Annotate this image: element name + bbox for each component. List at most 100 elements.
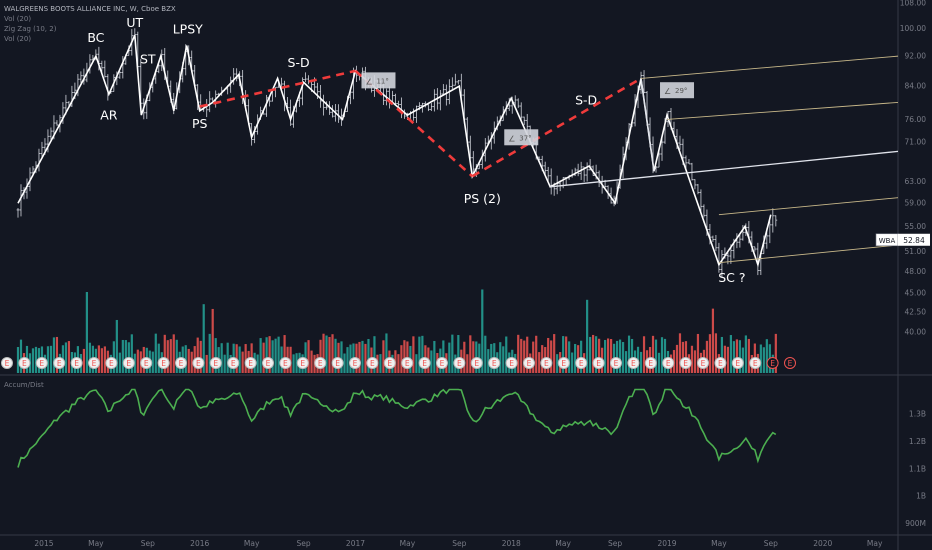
earnings-circle [383,357,396,369]
time-tick-label: May [244,539,260,548]
earnings-letter: E [161,359,166,368]
volume-bar [693,350,697,373]
volume-bar [675,344,679,373]
earnings-marker: E [192,357,205,369]
earnings-circle [436,357,448,369]
earnings-marker: E [18,357,31,369]
volume-bar [382,340,385,373]
price-bar [325,101,328,110]
earnings-marker: E [592,357,605,369]
earnings-circle [749,357,762,369]
volume-bar [433,340,436,373]
price-bar [699,189,703,212]
volume-bar [199,340,202,373]
price-bar [642,70,646,94]
price-bar [543,161,547,176]
annotation-label: S-D [288,55,310,70]
volume-bar [190,351,193,373]
earnings-circle [610,357,622,369]
price-bar [453,73,457,86]
volume-bar [565,336,568,373]
volume-bar [16,347,20,373]
volume-bar [19,339,23,373]
price-bar [741,224,745,241]
angle-label: ∠ 29° [660,82,695,99]
price-tick-label: 51.00 [905,247,927,256]
price-tick-label: 40.00 [905,327,927,336]
volume-bar [49,345,53,373]
earnings-circle [488,357,501,369]
time-tick-label: Sep [452,539,466,548]
earnings-letter: E [179,359,184,368]
volume-bar [678,333,682,373]
volume-bar [451,334,454,373]
price-bar [444,84,448,106]
price-bar [49,127,53,141]
earnings-letter: E [335,359,340,368]
earnings-circle [140,357,153,369]
earnings-letter: E [753,359,758,368]
earnings-circle [470,357,483,369]
earnings-letter: E [701,359,706,368]
price-bar [426,103,430,112]
volume-bar [732,341,735,373]
time-tick-label: Sep [764,539,778,548]
time-tick-label: May [88,539,104,548]
volume-bar [163,334,166,373]
volume-bar [466,354,469,373]
volume-bar [277,336,280,373]
earnings-circle [627,357,640,369]
earnings-circle [279,357,292,369]
volume-bar [97,345,100,373]
earnings-marker: E [662,357,675,369]
earnings-letter: E [74,359,79,368]
volume-bar [550,340,553,373]
earnings-marker: E [53,357,66,369]
volume-bar [241,351,244,373]
volume-bar [334,338,337,373]
price-bar [304,72,307,83]
earnings-circle [644,357,657,369]
volume-bar [571,352,574,373]
price-bar [235,68,239,82]
earnings-marker: E [296,357,309,369]
earnings-marker: E [714,357,727,369]
price-bar [720,249,724,277]
volume-bar [205,354,208,373]
price-bar [771,208,775,233]
earnings-marker: E [209,357,222,369]
earnings-circle [314,357,327,369]
volume-bar [88,342,91,373]
time-tick-label: 2018 [502,539,521,548]
earnings-marker: E [227,357,240,369]
price-bar [414,105,418,123]
earnings-letter: E [648,359,653,368]
annotation-label: AR [100,107,118,122]
price-bar [229,76,233,93]
accum-dist-line [17,388,777,468]
accum-dist-axis: 1.3B 1.2B 1.1B 1B 900M [905,410,926,528]
volume-bar [358,341,361,373]
time-tick-label: 2016 [190,539,209,548]
earnings-circle [366,357,379,369]
ad-tick-label: 1.3B [909,410,926,419]
volume-bar [136,349,139,373]
earnings-marker: E [314,357,327,369]
angle-label-text: 37° [519,134,531,142]
supply-demand-dashed-line [354,69,474,178]
price-bar [687,159,691,165]
volume-bar [124,340,127,373]
angle-label: ∠ 11° [361,72,396,89]
volume-bar [538,352,541,373]
volume-bar [469,335,472,373]
price-bar [468,135,472,160]
earnings-marker: E [1,357,13,369]
time-axis: 2015 May Sep 2016 May Sep 2017 May Sep 2018 May Sep… [34,539,883,548]
time-tick-label: May [711,539,727,548]
price-bar [456,79,460,85]
price-bar [388,86,391,109]
volume-bar [532,341,535,373]
volume-bar [118,352,121,373]
volume-bar [379,354,382,373]
